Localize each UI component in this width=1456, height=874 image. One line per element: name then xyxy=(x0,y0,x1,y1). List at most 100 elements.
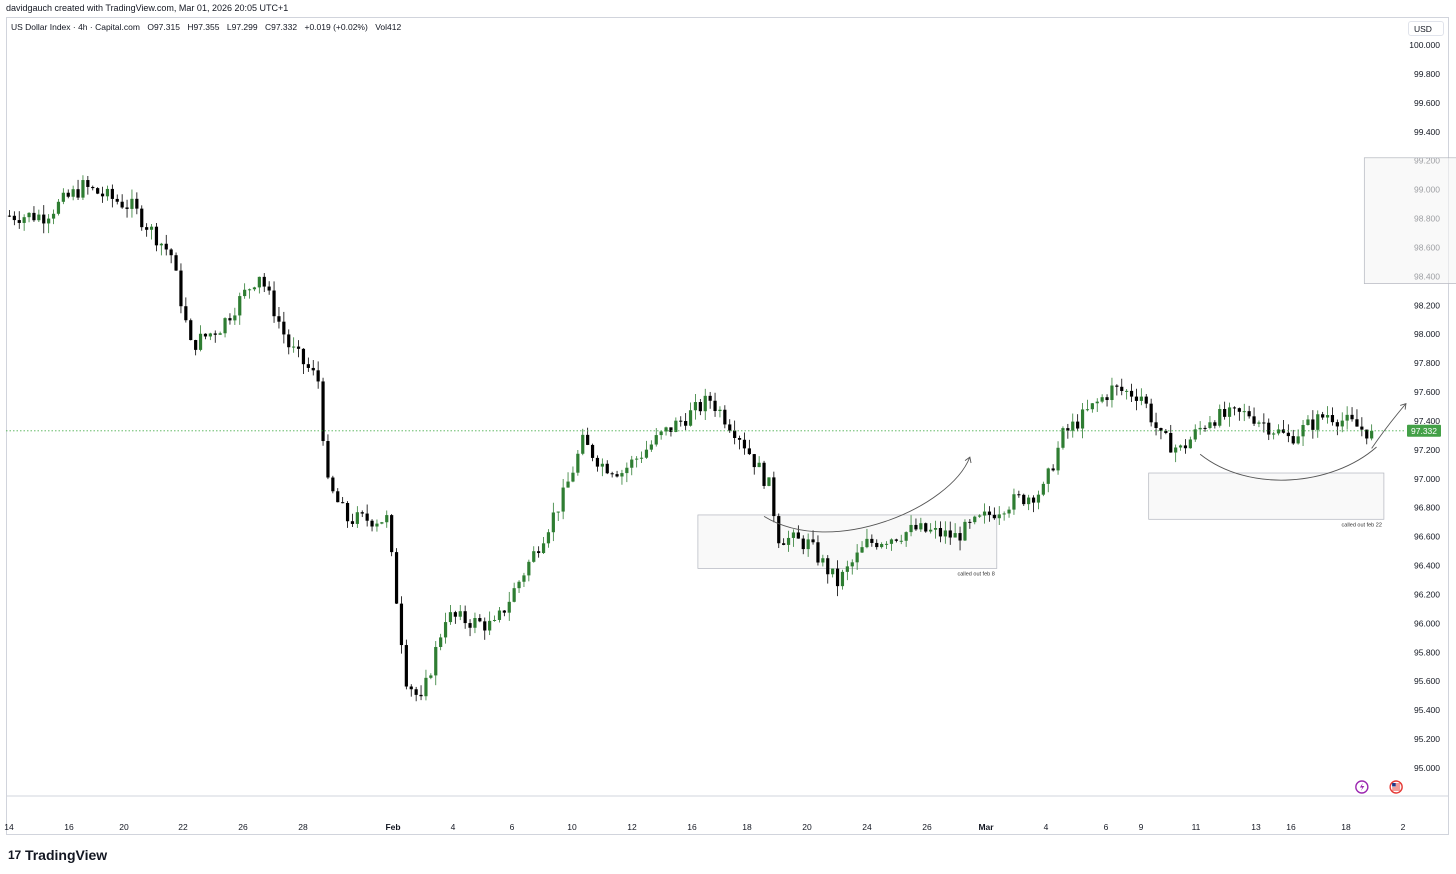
candle-body[interactable] xyxy=(1100,397,1104,402)
candle-body[interactable] xyxy=(1080,409,1085,429)
candle-body[interactable] xyxy=(272,290,276,317)
candle-body[interactable] xyxy=(27,212,31,218)
candle-body[interactable] xyxy=(1247,411,1251,417)
economic-event-icon[interactable] xyxy=(1389,780,1403,794)
candle-body[interactable] xyxy=(512,588,516,602)
candle-body[interactable] xyxy=(791,532,796,538)
candle-body[interactable] xyxy=(924,523,928,532)
candle-body[interactable] xyxy=(424,677,428,697)
candle-body[interactable] xyxy=(684,421,688,426)
candle-body[interactable] xyxy=(635,458,639,460)
candle-body[interactable] xyxy=(953,533,957,538)
candle-body[interactable] xyxy=(816,542,820,563)
candle-body[interactable] xyxy=(1105,397,1109,401)
candle-body[interactable] xyxy=(203,333,208,337)
candle-body[interactable] xyxy=(213,333,217,335)
candle-body[interactable] xyxy=(311,367,315,371)
symbol-name[interactable]: US Dollar Index · 4h · Capital.com xyxy=(11,22,140,32)
candle-body[interactable] xyxy=(772,477,776,517)
candle-body[interactable] xyxy=(1325,415,1330,418)
candle-body[interactable] xyxy=(1286,432,1290,437)
candle-body[interactable] xyxy=(899,540,903,542)
candle-body[interactable] xyxy=(1330,415,1335,423)
candle-body[interactable] xyxy=(1291,436,1295,444)
candle-body[interactable] xyxy=(385,515,389,523)
candle-body[interactable] xyxy=(654,435,658,445)
candle-body[interactable] xyxy=(1154,422,1158,428)
candle-body[interactable] xyxy=(380,522,384,524)
candle-body[interactable] xyxy=(1203,427,1207,429)
candle-body[interactable] xyxy=(688,410,693,426)
candle-body[interactable] xyxy=(757,462,761,468)
candle-body[interactable] xyxy=(782,543,786,545)
candle-body[interactable] xyxy=(943,530,947,537)
candle-body[interactable] xyxy=(929,529,933,532)
candle-body[interactable] xyxy=(96,188,100,194)
drawings[interactable] xyxy=(763,308,1456,533)
candle-body[interactable] xyxy=(17,220,21,223)
candle-body[interactable] xyxy=(409,686,413,690)
candle-body[interactable] xyxy=(179,270,183,307)
candle-body[interactable] xyxy=(61,192,65,202)
candle-body[interactable] xyxy=(12,215,16,221)
candle-body[interactable] xyxy=(968,521,972,523)
projection-curve-2[interactable] xyxy=(1199,446,1377,481)
candle-body[interactable] xyxy=(845,566,849,572)
candle-body[interactable] xyxy=(233,315,237,321)
candle-body[interactable] xyxy=(1036,494,1041,503)
candle-body[interactable] xyxy=(1213,422,1217,426)
candle-body[interactable] xyxy=(404,645,408,687)
candle-body[interactable] xyxy=(375,523,379,527)
candle-body[interactable] xyxy=(370,520,374,527)
candle-body[interactable] xyxy=(987,511,992,515)
candle-body[interactable] xyxy=(1095,401,1099,404)
candle-body[interactable] xyxy=(257,276,261,288)
candle-body[interactable] xyxy=(875,542,879,548)
candle-body[interactable] xyxy=(1134,396,1139,401)
candle-body[interactable] xyxy=(130,198,134,209)
candle-body[interactable] xyxy=(865,538,869,548)
candle-body[interactable] xyxy=(1355,419,1359,427)
candle-body[interactable] xyxy=(189,320,193,341)
candle-body[interactable] xyxy=(1002,513,1006,515)
candle-body[interactable] xyxy=(218,333,222,335)
candle-body[interactable] xyxy=(880,543,884,548)
candle-body[interactable] xyxy=(541,543,546,554)
candle-body[interactable] xyxy=(938,528,943,537)
candle-body[interactable] xyxy=(566,481,570,488)
candle-body[interactable] xyxy=(419,694,423,697)
candle-body[interactable] xyxy=(1183,445,1188,449)
candle-body[interactable] xyxy=(556,511,560,513)
candle-body[interactable] xyxy=(1041,483,1045,495)
candle-body[interactable] xyxy=(806,539,810,550)
candle-body[interactable] xyxy=(762,462,766,486)
candle-body[interactable] xyxy=(620,473,624,477)
candle-body[interactable] xyxy=(919,523,923,530)
candle-body[interactable] xyxy=(914,524,918,530)
candle-body[interactable] xyxy=(194,340,198,350)
candle-body[interactable] xyxy=(1272,433,1276,435)
candle-body[interactable] xyxy=(1139,396,1143,401)
candle-body[interactable] xyxy=(1198,427,1202,430)
candle-body[interactable] xyxy=(71,189,75,197)
candle-body[interactable] xyxy=(1350,414,1354,420)
candle-body[interactable] xyxy=(468,623,472,628)
candle-body[interactable] xyxy=(399,603,404,646)
candle-body[interactable] xyxy=(600,463,604,467)
candle-body[interactable] xyxy=(581,434,585,454)
candle-body[interactable] xyxy=(277,316,281,322)
candle-body[interactable] xyxy=(1066,428,1070,431)
candle-body[interactable] xyxy=(429,675,433,678)
candle-body[interactable] xyxy=(453,612,457,617)
candle-body[interactable] xyxy=(992,514,996,519)
candle-body[interactable] xyxy=(1193,429,1197,440)
candle-body[interactable] xyxy=(889,539,894,544)
candle-body[interactable] xyxy=(154,226,159,246)
candle-body[interactable] xyxy=(56,201,61,214)
candle-body[interactable] xyxy=(66,192,70,197)
candle-body[interactable] xyxy=(590,444,595,458)
candle-body[interactable] xyxy=(1252,416,1256,424)
candle-body[interactable] xyxy=(973,516,977,523)
candle-body[interactable] xyxy=(331,477,335,492)
candle-body[interactable] xyxy=(786,537,791,545)
